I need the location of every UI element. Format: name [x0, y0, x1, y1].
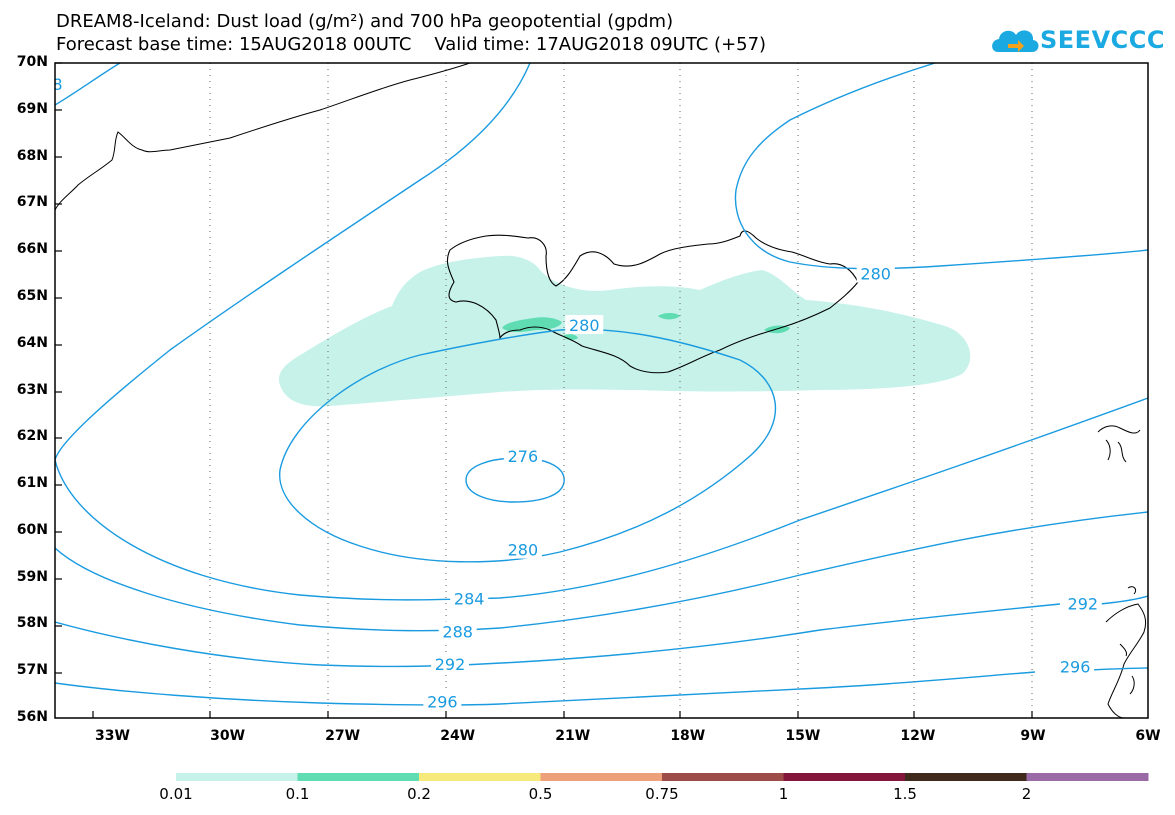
lat-label: 60N — [16, 521, 48, 538]
contour-label-text: 276 — [508, 447, 539, 466]
geopotential-contours — [55, 63, 1148, 706]
legend-label: 0.01 — [159, 785, 193, 803]
map-subtitle: Forecast base time: 15AUG2018 00UTC Vali… — [56, 34, 767, 55]
legend-swatch — [540, 773, 663, 781]
lat-label: 67N — [16, 194, 48, 211]
contour-288 — [55, 63, 1148, 632]
lat-label: 57N — [16, 662, 48, 679]
map-frame — [54, 62, 1149, 719]
lat-label: 56N — [16, 709, 48, 725]
contour-label: 280 — [565, 315, 604, 335]
legend-swatch — [783, 773, 906, 781]
contour-276 — [465, 457, 565, 503]
contour-label: 296 — [1056, 656, 1095, 677]
lat-label: 59N — [16, 568, 48, 585]
lon-label: 12W — [900, 728, 936, 744]
contour-label: 276 — [503, 446, 542, 466]
cloud-icon — [992, 30, 1039, 52]
contour-label-text: 284 — [454, 590, 485, 609]
lat-label: 69N — [16, 100, 48, 117]
contour-label: 280 — [856, 263, 895, 284]
lon-label: 27W — [325, 728, 361, 744]
dust-area-mid — [502, 317, 562, 332]
legend-swatch — [662, 773, 784, 781]
lon-label: 30W — [210, 728, 246, 744]
legend-label: 0.2 — [407, 785, 431, 803]
lat-label: 66N — [16, 241, 48, 258]
lat-label: 63N — [16, 381, 48, 398]
legend-colorbar — [176, 773, 1149, 781]
contour-label: 280 — [503, 539, 542, 560]
legend-swatch — [176, 773, 298, 781]
dust-area-low — [278, 255, 971, 407]
contour-label-text: 292 — [435, 655, 466, 674]
lat-label: 62N — [16, 428, 48, 445]
dust-area-mid — [658, 313, 680, 320]
legend-label: 0.75 — [645, 785, 679, 803]
contour-label: 288 — [32, 74, 67, 94]
contour-292 — [55, 595, 1148, 668]
legend-label: 0.5 — [528, 785, 553, 803]
contour-label: 288 — [438, 621, 477, 641]
lat-label: 70N — [16, 54, 48, 70]
legend-swatch — [1026, 773, 1149, 781]
faroe-islands — [1097, 425, 1141, 463]
lat-label: 68N — [16, 147, 48, 164]
legend-swatch — [905, 773, 1027, 781]
contour-280-ne — [734, 63, 1148, 270]
contour-label-text: 280 — [569, 316, 600, 335]
lon-label: 21W — [555, 728, 591, 744]
lon-label: 15W — [785, 728, 821, 744]
contour-label-text: 296 — [1060, 658, 1091, 677]
lon-label: 9W — [1020, 728, 1046, 744]
contour-284 — [55, 63, 1148, 601]
lat-label: 61N — [16, 475, 48, 492]
legend-label: 2 — [1021, 785, 1032, 803]
contour-label: 284 — [450, 588, 489, 609]
contour-label-text: 288 — [442, 622, 473, 641]
logo-text: SEEVCCC — [1040, 26, 1165, 54]
legend-label: 1 — [778, 785, 789, 803]
contour-296 — [55, 667, 1148, 706]
contour-label: 296 — [423, 691, 462, 712]
iceland-coastline — [446, 230, 859, 374]
contour-label: 292 — [431, 654, 470, 674]
scotland-coastline — [1105, 603, 1147, 718]
orkney-islands — [1119, 586, 1137, 695]
lat-label: 65N — [16, 287, 48, 304]
lon-label: 6W — [1135, 728, 1161, 744]
map-title: DREAM8-Iceland: Dust load (g/m²) and 700… — [56, 11, 674, 32]
contour-labels: 288 280 280 276 280 284 288 292 296 292 296 — [32, 74, 1102, 712]
legend-swatch — [419, 773, 541, 781]
legend-label: 0.1 — [285, 785, 310, 803]
contour-label-text: 296 — [427, 693, 458, 712]
legend-label: 1.5 — [893, 785, 917, 803]
lat-label: 64N — [16, 334, 48, 351]
contour-label-text: 292 — [1068, 594, 1099, 613]
lon-label: 18W — [670, 728, 706, 744]
contour-label-text: 280 — [860, 265, 891, 284]
contour-label-text: 288 — [32, 75, 63, 94]
contour-280-inner — [279, 328, 777, 563]
legend-swatch — [297, 773, 420, 781]
contour-label-text: 280 — [508, 541, 539, 560]
lon-label: 33W — [95, 728, 130, 744]
dust-area-mid — [563, 334, 578, 341]
lat-label: 58N — [16, 615, 48, 632]
contour-label: 292 — [1063, 593, 1102, 613]
greenland-coastline — [55, 63, 471, 211]
axis-ticks — [55, 62, 1033, 718]
lon-label: 24W — [440, 728, 476, 744]
